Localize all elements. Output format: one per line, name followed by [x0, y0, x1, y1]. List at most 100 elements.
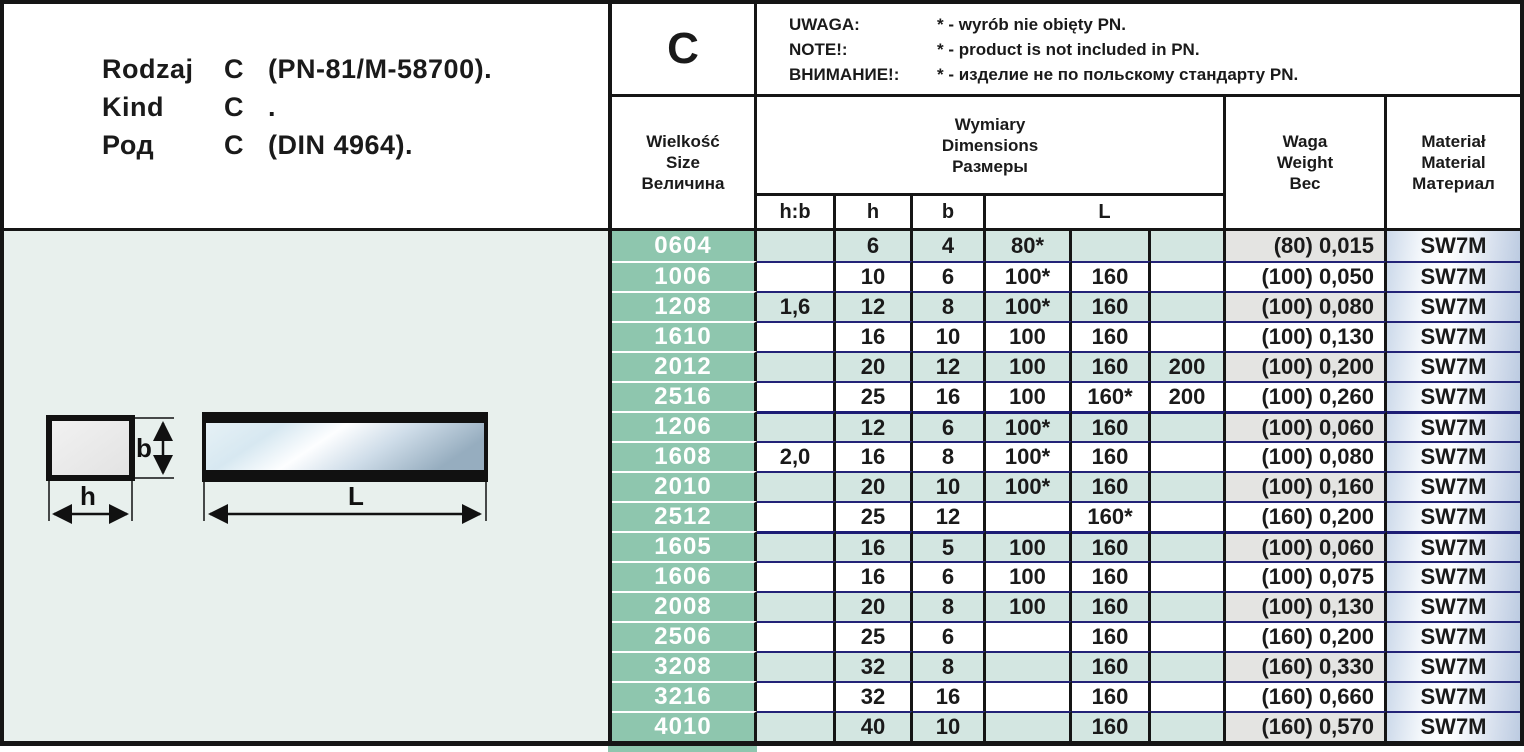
size-table: C UWAGA: * - wyrób nie obięty PN. NOTE!:…: [608, 0, 1524, 746]
size-cell: 2008: [612, 591, 757, 621]
l2-cell: [1072, 231, 1151, 261]
header-weight: Waga Weight Вес: [1226, 97, 1387, 231]
weight-cell: (160) 0,570: [1226, 711, 1387, 741]
subheader-h: h: [836, 196, 913, 231]
l2-cell: 160: [1072, 441, 1151, 471]
title-standard-ru: (DIN 4964).: [268, 130, 414, 160]
header-material-pl: Materiał: [1421, 132, 1486, 151]
hb-cell: [757, 411, 836, 441]
size-cell: 1606: [612, 561, 757, 591]
hb-cell: 2,0: [757, 441, 836, 471]
header-weight-ru: Вес: [1289, 174, 1321, 193]
l2-cell: 160: [1072, 591, 1151, 621]
material-cell: SW7M: [1387, 411, 1520, 441]
note-text-pl: * - wyrób nie obięty PN.: [937, 14, 1126, 34]
size-cell: 1608: [612, 441, 757, 471]
title-label-pl: Rodzaj: [102, 54, 194, 84]
b-cell: 12: [913, 351, 986, 381]
l2-cell: 160: [1072, 471, 1151, 501]
l1-cell: 100*: [986, 291, 1072, 321]
hb-cell: [757, 351, 836, 381]
size-cell: 0604: [612, 231, 757, 261]
h-cell: 20: [836, 591, 913, 621]
header-weight-pl: Waga: [1282, 132, 1328, 151]
hb-cell: [757, 501, 836, 531]
size-cell: 4010: [612, 711, 757, 741]
hb-cell: [757, 261, 836, 291]
hb-cell: [757, 231, 836, 261]
weight-cell: (160) 0,330: [1226, 651, 1387, 681]
weight-cell: (100) 0,080: [1226, 441, 1387, 471]
l3-cell: [1151, 291, 1226, 321]
h-cell: 6: [836, 231, 913, 261]
material-cell: SW7M: [1387, 471, 1520, 501]
note-prefix-ru: ВНИМАНИЕ!:: [789, 64, 900, 84]
l3-cell: [1151, 441, 1226, 471]
material-cell: SW7M: [1387, 711, 1520, 741]
type-letter: C: [667, 24, 699, 73]
l3-cell: [1151, 321, 1226, 351]
title-letter-en: C: [224, 92, 244, 122]
header-dimensions-pl: Wymiary: [954, 114, 1026, 134]
h-cell: 25: [836, 501, 913, 531]
l1-cell: [986, 621, 1072, 651]
b-cell: 12: [913, 501, 986, 531]
weight-cell: (100) 0,075: [1226, 561, 1387, 591]
material-cell: SW7M: [1387, 681, 1520, 711]
note-prefix-pl: UWAGA:: [789, 14, 860, 34]
material-cell: SW7M: [1387, 351, 1520, 381]
weight-cell: (100) 0,130: [1226, 591, 1387, 621]
hb-cell: 1,6: [757, 291, 836, 321]
weight-cell: (100) 0,260: [1226, 381, 1387, 411]
material-cell: SW7M: [1387, 591, 1520, 621]
title-line-english: Kind C .: [102, 88, 608, 126]
h-cell: 10: [836, 261, 913, 291]
b-cell: 8: [913, 651, 986, 681]
b-cell: 16: [913, 381, 986, 411]
size-column-continuation: [608, 746, 757, 752]
l2-cell: 160: [1072, 351, 1151, 381]
b-cell: 6: [913, 261, 986, 291]
size-cell: 2516: [612, 381, 757, 411]
h-cell: 16: [836, 531, 913, 561]
title-standard-en: .: [268, 92, 277, 122]
size-cell: 2506: [612, 621, 757, 651]
size-cell: 3208: [612, 651, 757, 681]
l3-cell: [1151, 261, 1226, 291]
material-cell: SW7M: [1387, 381, 1520, 411]
l1-cell: [986, 711, 1072, 741]
note-text-en: * - product is not included in PN.: [937, 39, 1200, 59]
l3-cell: [1151, 531, 1226, 561]
material-cell: SW7M: [1387, 561, 1520, 591]
notes-box: UWAGA: * - wyrób nie obięty PN. NOTE!: *…: [757, 4, 1520, 97]
l2-cell: 160*: [1072, 381, 1151, 411]
size-cell: 1610: [612, 321, 757, 351]
header-weight-en: Weight: [1276, 153, 1334, 172]
size-cell: 1605: [612, 531, 757, 561]
l3-cell: [1151, 621, 1226, 651]
l2-cell: 160: [1072, 531, 1151, 561]
size-cell: 1208: [612, 291, 757, 321]
h-cell: 40: [836, 711, 913, 741]
l1-cell: 100: [986, 531, 1072, 561]
dimension-label-b: b: [136, 433, 152, 463]
header-size-ru: Величина: [641, 174, 725, 193]
size-cell: 1206: [612, 411, 757, 441]
b-cell: 10: [913, 321, 986, 351]
hb-cell: [757, 681, 836, 711]
title-letter-pl: C: [224, 54, 244, 84]
l2-cell: 160: [1072, 711, 1151, 741]
weight-cell: (160) 0,660: [1226, 681, 1387, 711]
hb-cell: [757, 591, 836, 621]
h-cell: 32: [836, 651, 913, 681]
weight-cell: (80) 0,015: [1226, 231, 1387, 261]
dimension-label-h: h: [80, 481, 96, 511]
b-cell: 8: [913, 591, 986, 621]
l1-cell: [986, 681, 1072, 711]
hb-cell: [757, 321, 836, 351]
header-size-en: Size: [665, 153, 701, 172]
subheader-hb: h:b: [757, 196, 836, 231]
hb-cell: [757, 471, 836, 501]
hb-cell: [757, 621, 836, 651]
